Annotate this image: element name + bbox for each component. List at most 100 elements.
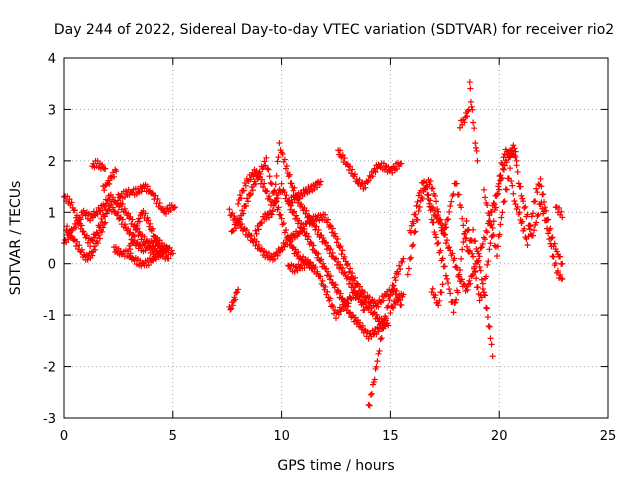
data-point: [244, 195, 251, 202]
data-point: [271, 199, 278, 206]
data-point: [303, 207, 310, 214]
data-point: [235, 286, 242, 293]
data-point: [458, 204, 465, 211]
data-point: [101, 220, 108, 227]
data-point: [477, 267, 484, 274]
data-point: [366, 402, 373, 409]
data-point: [558, 275, 565, 282]
data-point: [498, 214, 505, 221]
data-point: [518, 192, 525, 199]
data-point: [501, 198, 508, 205]
data-point: [415, 207, 422, 214]
data-point: [315, 226, 322, 233]
track: [285, 258, 318, 275]
track: [126, 207, 168, 253]
data-point: [510, 190, 517, 197]
data-point: [79, 246, 86, 253]
data-point: [410, 220, 417, 227]
track: [365, 255, 407, 409]
data-point: [400, 291, 407, 298]
data-point: [253, 238, 260, 245]
data-point: [330, 303, 337, 310]
data-point: [339, 151, 346, 158]
data-point: [478, 244, 485, 251]
data-point: [129, 216, 136, 223]
data-point: [534, 213, 541, 220]
data-point: [280, 220, 287, 227]
data-point: [109, 204, 116, 211]
data-point: [74, 221, 81, 228]
data-point: [448, 198, 455, 205]
data-point: [232, 296, 239, 303]
data-point: [253, 230, 260, 237]
data-point: [516, 209, 523, 216]
data-point: [313, 223, 320, 230]
x-axis-label: GPS time / hours: [277, 458, 394, 474]
data-point: [133, 222, 140, 229]
data-point: [412, 211, 419, 218]
data-point: [517, 183, 524, 190]
data-point: [463, 217, 470, 224]
data-point: [474, 157, 481, 164]
data-point: [273, 249, 280, 256]
track: [63, 219, 109, 263]
data-point: [286, 171, 293, 178]
data-point: [520, 198, 527, 205]
data-point: [323, 239, 330, 246]
data-point: [521, 225, 528, 232]
data-point: [324, 288, 331, 295]
series-tracks-evening: [404, 79, 566, 360]
data-point: [387, 292, 394, 299]
data-point: [279, 221, 286, 228]
y-tick-label: -2: [43, 361, 56, 376]
data-point: [130, 232, 137, 239]
data-point: [467, 98, 474, 105]
data-point: [395, 270, 402, 277]
data-point: [142, 210, 149, 217]
data-point: [305, 213, 312, 220]
data-point: [490, 200, 497, 207]
data-point: [94, 211, 101, 218]
data-point: [88, 237, 95, 244]
data-point: [300, 225, 307, 232]
data-point: [470, 119, 477, 126]
data-point: [467, 237, 474, 244]
data-point: [399, 258, 406, 265]
data-point: [156, 200, 163, 207]
data-point: [95, 232, 102, 239]
data-point: [306, 212, 313, 219]
data-point: [515, 180, 522, 187]
data-point: [323, 265, 330, 272]
track: [252, 140, 368, 314]
data-point: [351, 284, 358, 291]
data-point: [122, 188, 129, 195]
track: [100, 166, 120, 194]
data-point: [281, 156, 288, 163]
track: [404, 176, 496, 360]
data-point: [446, 208, 453, 215]
data-point: [480, 186, 487, 193]
data-point: [273, 172, 280, 179]
data-point: [262, 162, 269, 169]
data-point: [113, 168, 120, 175]
data-point: [261, 180, 268, 187]
data-point: [380, 325, 387, 332]
data-point: [500, 199, 507, 206]
data-point: [121, 205, 128, 212]
data-point: [341, 155, 348, 162]
data-point: [496, 186, 503, 193]
data-point: [274, 252, 281, 259]
y-tick-label: -3: [43, 412, 56, 427]
data-point: [121, 221, 128, 228]
data-point: [416, 204, 423, 211]
data-point: [484, 201, 491, 208]
data-point: [279, 151, 286, 158]
data-point: [356, 293, 363, 300]
data-point: [239, 207, 246, 214]
data-point: [390, 305, 397, 312]
data-point: [427, 197, 434, 204]
data-point: [323, 291, 330, 298]
data-point: [534, 189, 541, 196]
data-point: [293, 212, 300, 219]
data-point: [317, 178, 324, 185]
